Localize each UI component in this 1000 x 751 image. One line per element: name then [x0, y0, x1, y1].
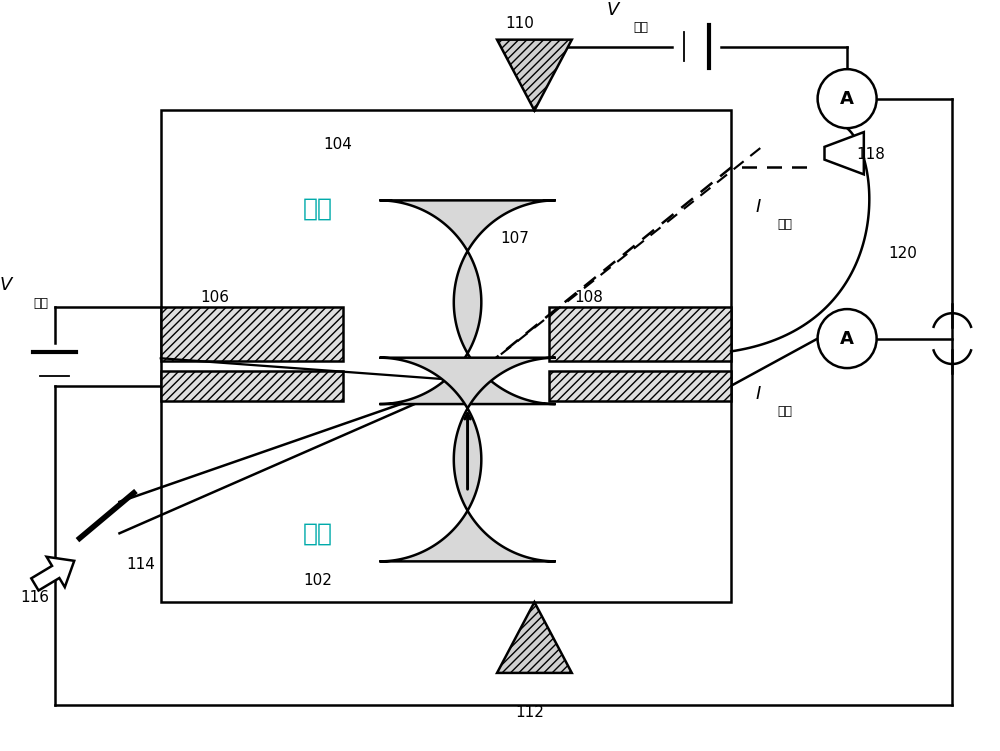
Text: A: A	[840, 89, 854, 107]
Polygon shape	[497, 40, 572, 110]
Polygon shape	[379, 357, 556, 562]
Bar	[161, 110, 731, 602]
Text: A: A	[840, 330, 854, 348]
Bar	[549, 307, 731, 361]
Text: 106: 106	[200, 290, 229, 305]
Text: 104: 104	[323, 137, 352, 152]
Circle shape	[818, 309, 877, 368]
Text: 107: 107	[500, 231, 529, 246]
Text: 108: 108	[574, 290, 603, 305]
Bar	[161, 307, 343, 361]
Text: 110: 110	[505, 17, 534, 32]
Polygon shape	[824, 132, 864, 174]
Text: 118: 118	[856, 147, 885, 162]
Text: V: V	[607, 2, 619, 20]
Text: 离子: 离子	[633, 21, 648, 35]
Text: 112: 112	[515, 704, 544, 719]
Text: 隙穿: 隙穿	[33, 297, 48, 309]
Text: V: V	[0, 276, 12, 294]
Bar	[549, 371, 731, 400]
Text: I: I	[756, 198, 761, 216]
Text: 102: 102	[304, 573, 333, 588]
Text: 116: 116	[20, 590, 49, 605]
Text: 顺式: 顺式	[303, 521, 333, 545]
Text: I: I	[756, 385, 761, 403]
Text: 114: 114	[127, 557, 156, 572]
Text: 隙穿: 隙穿	[778, 405, 793, 418]
Polygon shape	[31, 556, 74, 590]
Text: 离子: 离子	[778, 218, 793, 231]
Text: 反式: 反式	[303, 197, 333, 221]
Text: 120: 120	[889, 246, 918, 261]
Polygon shape	[497, 602, 572, 673]
Polygon shape	[379, 201, 556, 404]
Circle shape	[818, 69, 877, 128]
Bar	[161, 371, 343, 400]
